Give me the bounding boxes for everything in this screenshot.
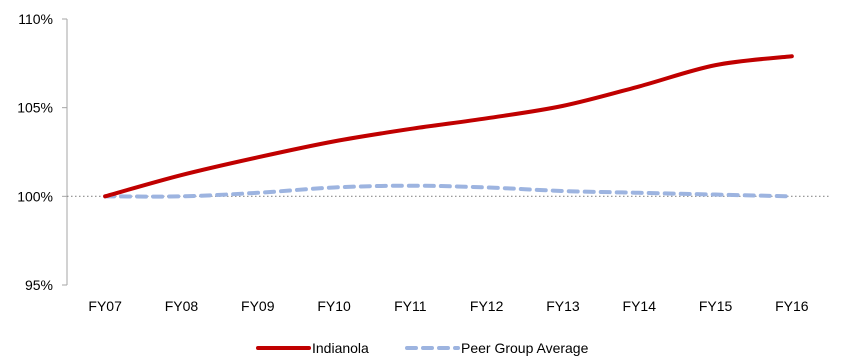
x-axis-tick-label: FY09 [241,298,275,314]
x-axis-tick-label: FY10 [317,298,351,314]
x-axis-tick-label: FY07 [88,298,122,314]
y-axis-tick-label: 100% [17,188,53,204]
legend-item: Peer Group Average [405,340,589,356]
x-axis-tick-labels: FY07 FY08 FY09 FY10 FY11 FY12 FY13 FY14 FY15 FY16 [88,298,808,314]
series-lines [103,54,794,199]
x-axis-tick-label: FY08 [165,298,199,314]
x-axis-tick-label: FY13 [546,298,580,314]
x-axis-tick-label: FY14 [623,298,657,314]
x-axis-tick-label: FY12 [470,298,504,314]
legend-item: Indianola [256,340,369,356]
legend: Indianola Peer Group Average [256,340,589,356]
x-axis-tick-label: FY15 [699,298,733,314]
x-axis-tick-label: FY11 [394,298,427,314]
legend-label: Indianola [312,340,369,356]
series-line-peer-group-average [103,183,794,199]
y-axis-tick-label: 105% [17,100,53,116]
series-line-indianola [103,54,794,199]
y-axis-tick-label: 110% [18,11,53,27]
y-axis-tick-label: 95% [25,277,53,293]
axes [62,18,830,286]
legend-label: Peer Group Average [461,340,589,356]
y-axis-tick-labels: 95% 100% 105% 110% [17,11,53,293]
x-axis-tick-label: FY16 [775,298,809,314]
